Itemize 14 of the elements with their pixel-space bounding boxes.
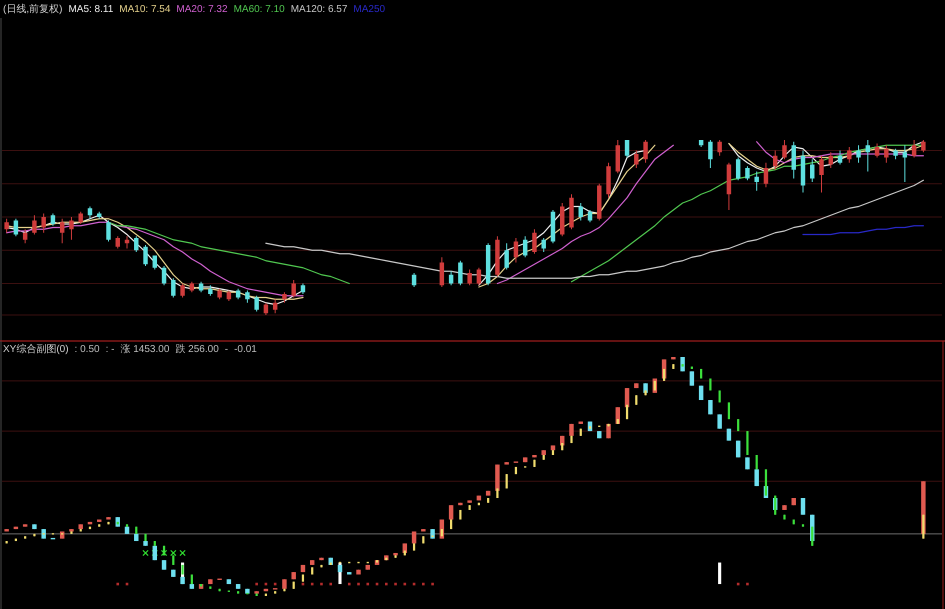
text: -0.01: [234, 344, 258, 355]
text: MA120: 6.57: [290, 4, 348, 15]
text: MA250: [353, 4, 386, 15]
text: MA10: 7.54: [119, 4, 171, 15]
text: -: [224, 344, 228, 355]
chart-title: XY综合副图(0): [3, 343, 69, 355]
text: MA5: 8.11: [68, 4, 114, 15]
text: : -: [106, 344, 114, 355]
text: : 0.50: [74, 344, 100, 355]
chart-title: (日线,前复权): [3, 3, 62, 15]
text: MA20: 7.32: [176, 4, 228, 15]
text: 涨 1453.00: [120, 343, 170, 355]
text: MA60: 7.10: [234, 4, 286, 15]
text: 跌 256.00: [175, 343, 220, 355]
